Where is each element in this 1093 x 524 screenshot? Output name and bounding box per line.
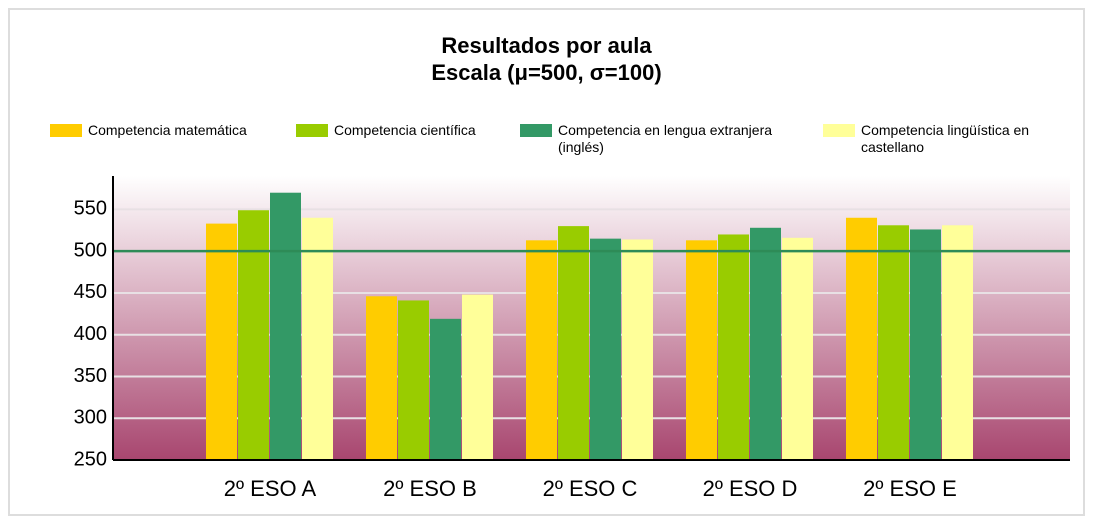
bar: [910, 229, 941, 460]
x-tick-label: 2º ESO E: [863, 476, 957, 501]
x-tick-label: 2º ESO A: [224, 476, 317, 501]
x-tick-label: 2º ESO B: [383, 476, 477, 501]
bar: [302, 217, 333, 460]
bar: [238, 210, 269, 460]
legend-swatch: [520, 124, 552, 137]
x-tick-label: 2º ESO C: [543, 476, 638, 501]
bar: [718, 234, 749, 460]
legend-swatch: [50, 124, 82, 137]
legend-item: Competencia en lengua extranjera (inglés…: [520, 122, 790, 156]
bar: [590, 238, 621, 460]
bar: [686, 240, 717, 460]
chart-frame: Resultados por aula Escala (μ=500, σ=100…: [8, 8, 1085, 516]
y-tick-label: 400: [74, 323, 107, 345]
bar: [366, 296, 397, 460]
legend-swatch: [296, 124, 328, 137]
y-tick-label: 550: [74, 198, 107, 220]
y-tick-label: 450: [74, 281, 107, 303]
bar: [782, 237, 813, 460]
bar: [526, 240, 557, 460]
bar: [462, 294, 493, 460]
legend-item: Competencia matemática: [50, 122, 280, 139]
bar: [750, 227, 781, 460]
y-tick-label: 300: [74, 407, 107, 429]
chart-subtitle: Escala (μ=500, σ=100): [431, 60, 662, 85]
legend-label: Competencia matemática: [88, 122, 247, 138]
legend-item: Competencia lingüística en castellano: [823, 122, 1063, 156]
legend-item: Competencia científica: [296, 122, 506, 139]
y-tick-label: 500: [74, 239, 107, 261]
x-tick-label: 2º ESO D: [703, 476, 798, 501]
bar: [206, 223, 237, 460]
legend-swatch: [823, 124, 855, 137]
bar: [942, 225, 973, 460]
legend-label: Competencia en lengua extranjera (inglés…: [558, 122, 773, 155]
chart-title: Resultados por aula: [441, 33, 652, 58]
bar: [878, 225, 909, 460]
legend-label: Competencia científica: [334, 122, 476, 138]
title-block: Resultados por aula Escala (μ=500, σ=100…: [10, 32, 1083, 86]
bar: [398, 300, 429, 460]
bar: [270, 192, 301, 461]
bar: [846, 217, 877, 460]
plot: 250 300 350 400 450 500 550 2º ESO A 2º ESO B 2º …: [74, 176, 1070, 501]
legend-label: Competencia lingüística en castellano: [861, 122, 1030, 155]
y-tick-label: 250: [74, 448, 107, 470]
bar: [430, 318, 461, 460]
y-tick-label: 350: [74, 365, 107, 387]
bar: [622, 239, 653, 460]
bar: [558, 226, 589, 460]
